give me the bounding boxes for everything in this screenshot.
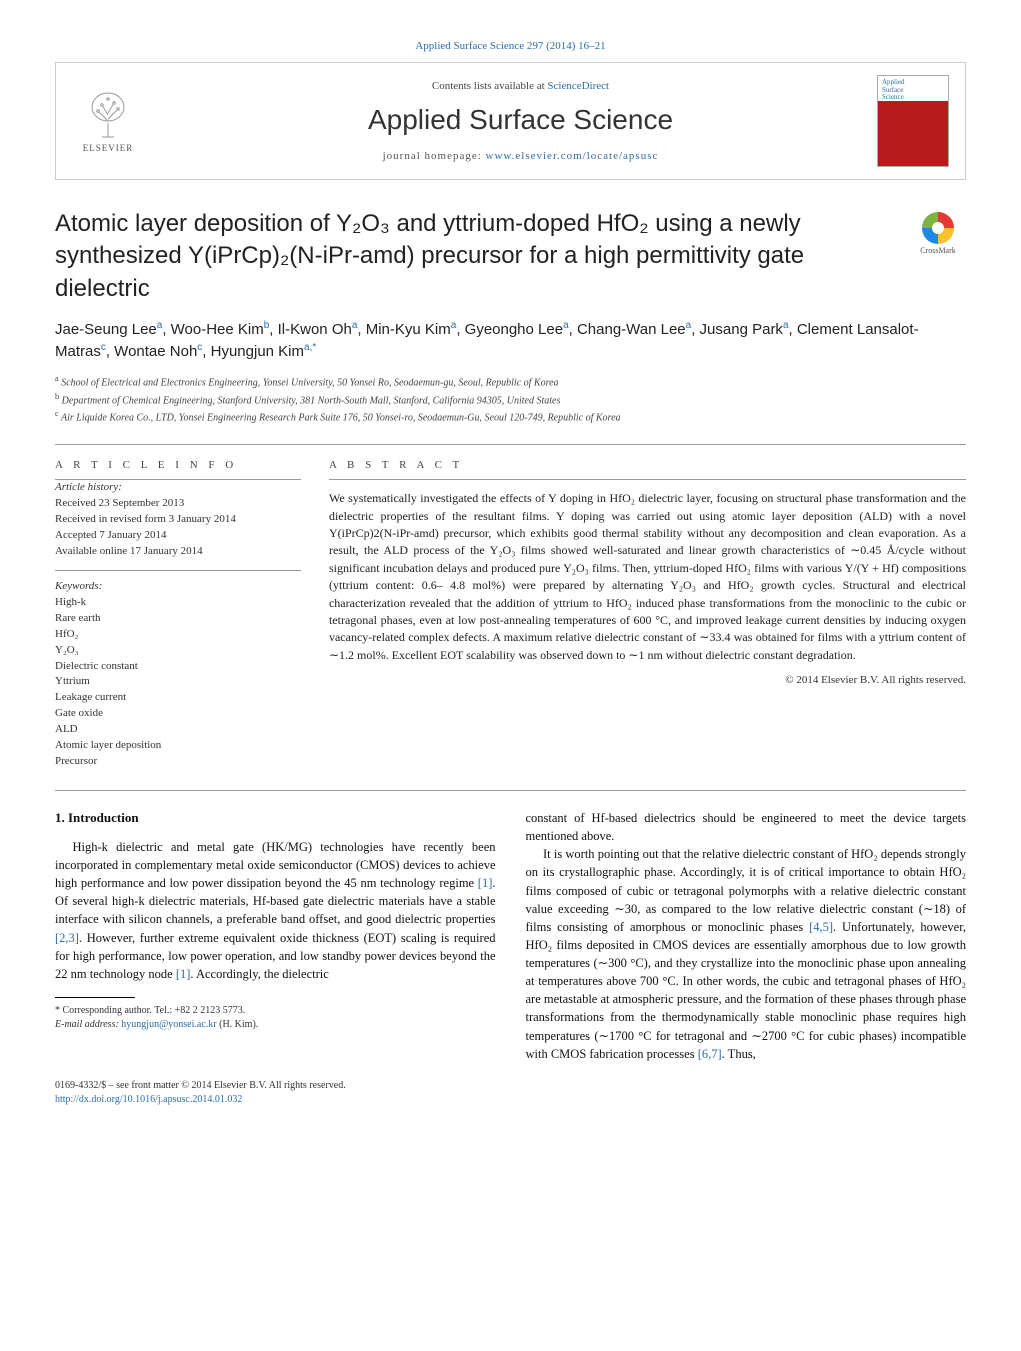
journal-cover-thumb: Applied Surface Science xyxy=(877,75,949,167)
keywords-block: Keywords: High-k Rare earth HfO₂ Y₂O₃ Di… xyxy=(55,579,301,770)
homepage-prefix: journal homepage: xyxy=(383,150,486,162)
article-history: Article history: Received 23 September 2… xyxy=(55,480,301,571)
keywords-label: Keywords: xyxy=(55,580,102,592)
crossmark-label: CrossMark xyxy=(910,246,966,255)
history-label: Article history: xyxy=(55,481,122,493)
journal-name: Applied Surface Science xyxy=(164,104,877,136)
keyword: Leakage current xyxy=(55,691,126,703)
divider xyxy=(329,479,966,480)
affiliation-c: c Air Liquide Korea Co., LTD, Yonsei Eng… xyxy=(55,408,966,426)
history-item: Received in revised form 3 January 2014 xyxy=(55,513,236,525)
keyword: Dielectric constant xyxy=(55,660,138,672)
keyword: Yttrium xyxy=(55,675,90,687)
authors: Jae-Seung Leea, Woo-Hee Kimb, Il-Kwon Oh… xyxy=(55,319,966,363)
keyword: Y₂O₃ xyxy=(55,644,79,656)
abstract-heading: A B S T R A C T xyxy=(329,459,966,471)
history-item: Available online 17 January 2014 xyxy=(55,545,203,557)
keyword: Gate oxide xyxy=(55,707,103,719)
homepage-line: journal homepage: www.elsevier.com/locat… xyxy=(164,150,877,162)
article-title: Atomic layer deposition of Y₂O₃ and yttr… xyxy=(55,208,857,305)
abstract-copyright: © 2014 Elsevier B.V. All rights reserved… xyxy=(329,674,966,686)
history-item: Received 23 September 2013 xyxy=(55,497,184,509)
affiliation-b: b Department of Chemical Engineering, St… xyxy=(55,391,966,409)
divider xyxy=(55,444,966,445)
keyword: Precursor xyxy=(55,755,97,767)
email-suffix: (H. Kim). xyxy=(217,1019,259,1030)
affiliation-a: a School of Electrical and Electronics E… xyxy=(55,373,966,391)
footnote-separator xyxy=(55,997,135,998)
homepage-link[interactable]: www.elsevier.com/locate/apsusc xyxy=(486,150,659,162)
corresponding-author: * Corresponding author. Tel.: +82 2 2123… xyxy=(55,1004,496,1018)
body-columns: 1. Introduction High-k dielectric and me… xyxy=(55,809,966,1063)
citation-line: Applied Surface Science 297 (2014) 16–21 xyxy=(55,40,966,52)
email-link[interactable]: hyungjun@yonsei.ac.kr xyxy=(121,1019,216,1030)
elsevier-tree-icon xyxy=(84,89,132,141)
crossmark-icon xyxy=(922,212,954,244)
bottom-meta: 0169-4332/$ – see front matter © 2014 El… xyxy=(55,1079,966,1107)
email-label: E-mail address: xyxy=(55,1019,121,1030)
footnotes: * Corresponding author. Tel.: +82 2 2123… xyxy=(55,1004,496,1032)
article-info-heading: A R T I C L E I N F O xyxy=(55,459,301,471)
keyword: HfO₂ xyxy=(55,628,78,640)
keyword: ALD xyxy=(55,723,78,735)
body-paragraph: constant of Hf-based dielectrics should … xyxy=(526,809,967,845)
publisher-logo: ELSEVIER xyxy=(72,81,144,161)
issn-line: 0169-4332/$ – see front matter © 2014 El… xyxy=(55,1079,966,1093)
journal-banner: ELSEVIER Contents lists available at Sci… xyxy=(55,62,966,180)
body-paragraph: It is worth pointing out that the relati… xyxy=(526,845,967,1063)
body-paragraph: High-k dielectric and metal gate (HK/MG)… xyxy=(55,838,496,983)
publisher-name: ELSEVIER xyxy=(83,143,134,153)
divider xyxy=(55,790,966,791)
section-heading: 1. Introduction xyxy=(55,809,496,828)
sciencedirect-link[interactable]: ScienceDirect xyxy=(547,80,609,92)
keyword: High-k xyxy=(55,596,86,608)
contents-prefix: Contents lists available at xyxy=(432,80,547,92)
keyword: Rare earth xyxy=(55,612,101,624)
history-item: Accepted 7 January 2014 xyxy=(55,529,167,541)
crossmark-badge[interactable]: CrossMark xyxy=(910,212,966,255)
cover-label: Applied Surface Science xyxy=(882,79,905,102)
abstract-text: We systematically investigated the effec… xyxy=(329,490,966,664)
contents-line: Contents lists available at ScienceDirec… xyxy=(164,80,877,92)
keyword: Atomic layer deposition xyxy=(55,739,161,751)
doi-link[interactable]: http://dx.doi.org/10.1016/j.apsusc.2014.… xyxy=(55,1094,242,1105)
affiliations: a School of Electrical and Electronics E… xyxy=(55,373,966,426)
